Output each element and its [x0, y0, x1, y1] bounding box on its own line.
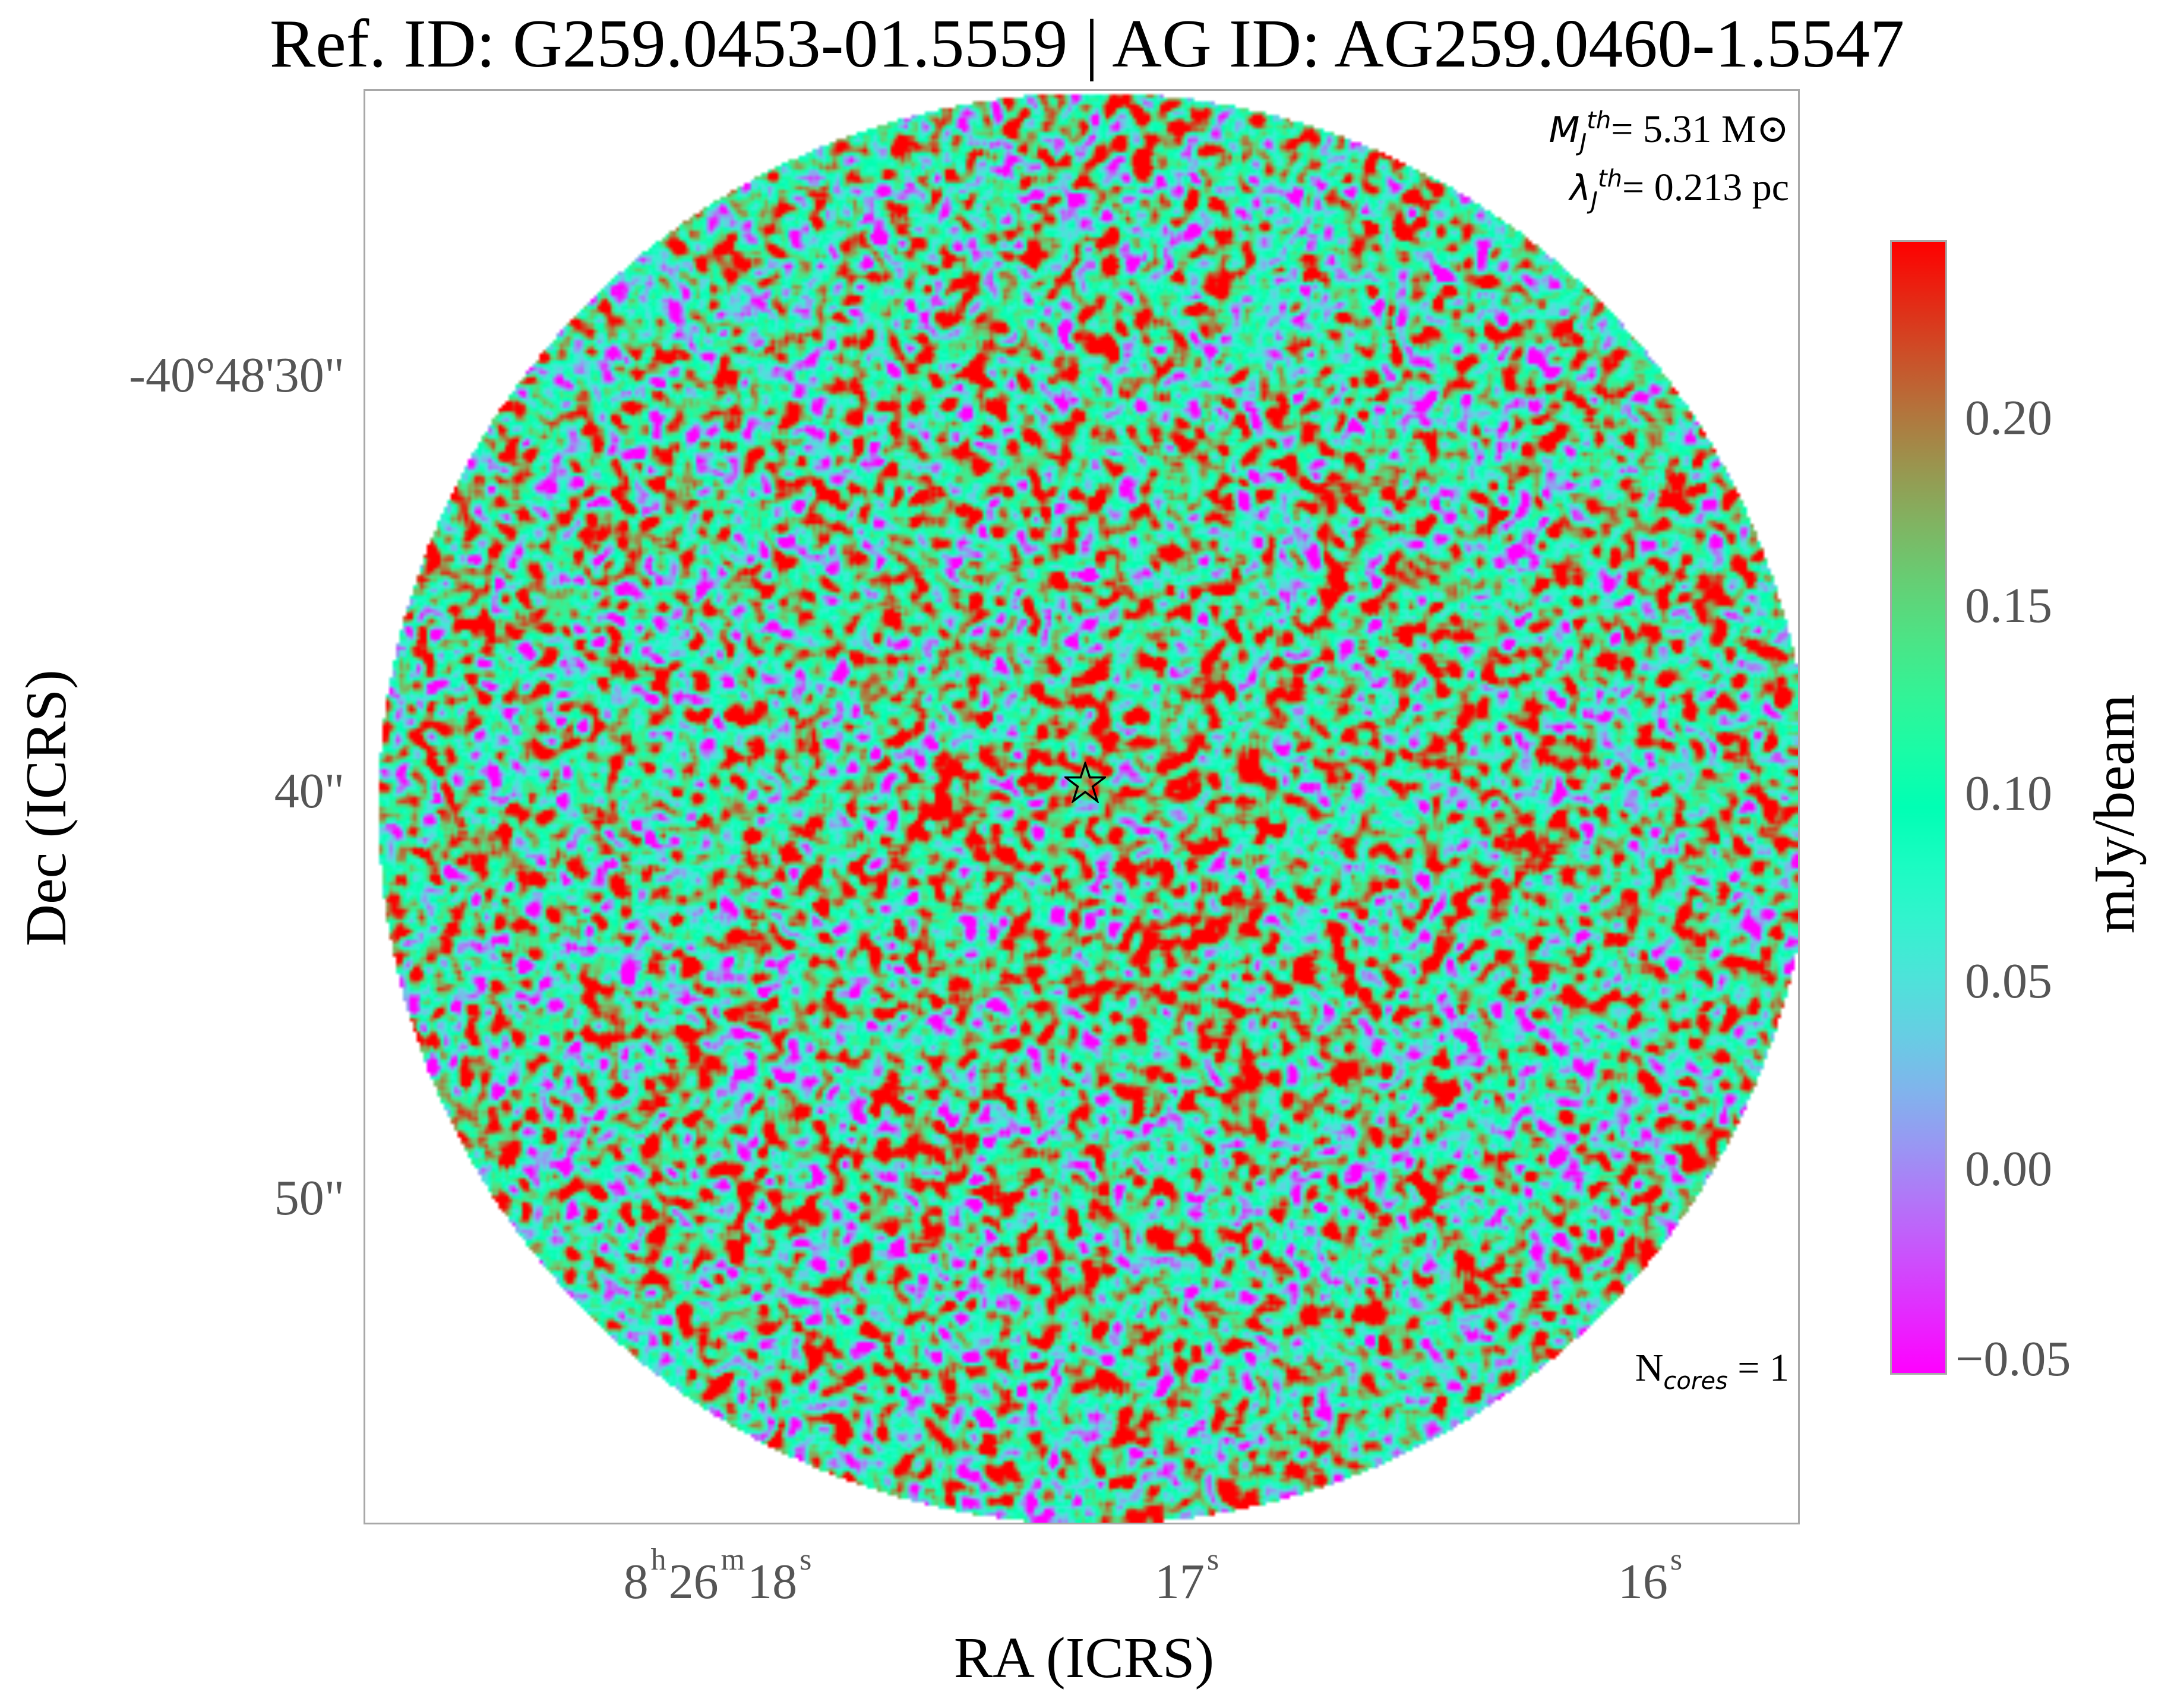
jeans-length-sub: J [1591, 187, 1598, 215]
map-frame [364, 89, 1800, 1524]
colorbar-tick-label: 0.15 [1965, 578, 2052, 633]
jeans-mass-value: = 5.31 M⊙ [1611, 108, 1789, 151]
x-tick-hours-unit: h [650, 1543, 666, 1577]
jeans-mass-symbol: M [1549, 109, 1580, 151]
ncores-value: = 1 [1727, 1346, 1789, 1390]
jeans-length-value: = 0.213 pc [1622, 166, 1789, 209]
colorbar-label: mJy/beam [2083, 694, 2147, 934]
x-tick-minutes-unit: m [721, 1543, 745, 1577]
x-tick-label: 8h26m18s [624, 1545, 814, 1607]
colorbar-tick-label: −0.05 [1955, 1331, 2071, 1387]
jeans-mass-sub: J [1579, 129, 1587, 157]
jeans-mass-sup: th [1587, 107, 1611, 134]
colorbar-tick-label: 0.20 [1965, 390, 2052, 446]
x-tick-seconds-unit: s [1206, 1543, 1219, 1577]
y-tick-label: 40" [274, 763, 345, 819]
x-tick-seconds-unit: s [800, 1543, 812, 1577]
x-tick-seconds: 17 [1154, 1554, 1205, 1609]
x-axis-label: RA (ICRS) [953, 1626, 1215, 1690]
x-tick-hours: 8 [623, 1554, 649, 1609]
y-axis-label: Dec (ICRS) [14, 670, 78, 946]
ncores-sub: cores [1663, 1368, 1728, 1396]
colorbar-tick-label: 0.00 [1965, 1141, 2052, 1196]
x-tick-label: 17s [1155, 1545, 1221, 1607]
chart-title: Ref. ID: G259.0453-01.5559 | AG ID: AG25… [269, 6, 1905, 82]
jeans-length-annotation: λJth= 0.213 pc [1570, 165, 1789, 214]
x-tick-label: 16s [1618, 1545, 1685, 1607]
x-tick-seconds: 18 [747, 1554, 798, 1609]
y-tick-label: -40°48'30" [129, 348, 345, 403]
source-star-marker [1064, 762, 1106, 803]
jeans-length-symbol: λ [1569, 168, 1591, 209]
jeans-length-sup: th [1597, 165, 1622, 192]
x-tick-minutes: 26 [668, 1554, 719, 1609]
ncores-annotation: Ncores = 1 [1635, 1346, 1789, 1395]
jeans-mass-annotation: MJth= 5.31 M⊙ [1549, 106, 1789, 156]
colorbar-tick-label: 0.05 [1965, 954, 2052, 1009]
colorbar [1890, 240, 1947, 1375]
colorbar-tick-label: 0.10 [1965, 766, 2052, 821]
x-tick-seconds-unit: s [1670, 1543, 1683, 1577]
intensity-map [365, 91, 1798, 1523]
y-tick-label: 50" [274, 1170, 345, 1226]
ncores-symbol: N [1635, 1346, 1664, 1390]
x-tick-seconds: 16 [1617, 1554, 1668, 1609]
